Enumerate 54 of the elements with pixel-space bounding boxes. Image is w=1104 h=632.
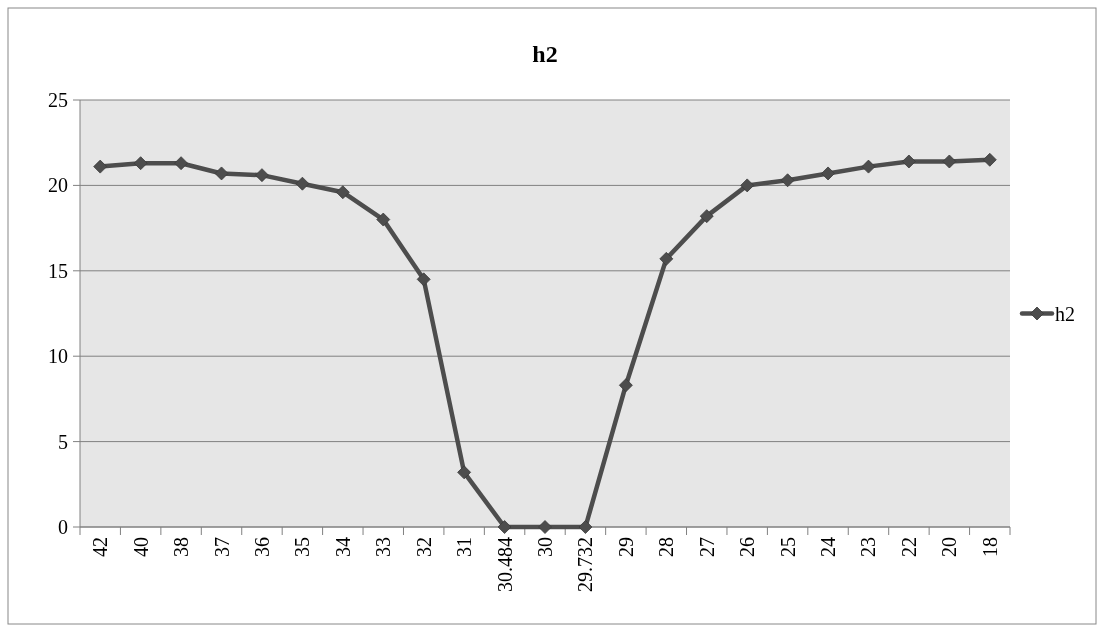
y-tick-label: 15 bbox=[48, 259, 68, 282]
y-tick-label: 10 bbox=[48, 345, 68, 368]
point bbox=[497, 520, 512, 534]
x-tick-label: 27 bbox=[695, 537, 718, 557]
x-tick-label: 34 bbox=[331, 537, 354, 557]
point bbox=[780, 173, 795, 188]
legend-label: h2 bbox=[1055, 302, 1075, 325]
y-tick-label: 0 bbox=[58, 516, 68, 538]
point bbox=[255, 168, 269, 183]
chart-title: h2 bbox=[532, 41, 558, 67]
x-tick-label: 25 bbox=[776, 537, 799, 557]
x-tick-label: 26 bbox=[736, 537, 759, 557]
point bbox=[861, 159, 876, 174]
x-tick-label: 31 bbox=[453, 537, 476, 557]
point bbox=[942, 154, 957, 169]
y-tick-label: 25 bbox=[48, 89, 68, 111]
point bbox=[133, 156, 148, 171]
y-tick-label: 5 bbox=[58, 430, 68, 453]
point bbox=[335, 185, 350, 200]
point bbox=[457, 465, 472, 480]
x-tick-label: 37 bbox=[210, 537, 233, 557]
point bbox=[740, 178, 755, 193]
x-tick-label: 40 bbox=[129, 537, 152, 557]
y-tick-label: 20 bbox=[48, 174, 68, 197]
point bbox=[902, 154, 916, 169]
x-tick-label: 29 bbox=[614, 537, 637, 557]
x-tick-label: 28 bbox=[655, 537, 678, 557]
x-tick-label: 20 bbox=[938, 537, 961, 557]
point bbox=[376, 212, 391, 227]
point bbox=[699, 209, 714, 224]
x-tick-label: 18 bbox=[978, 537, 1001, 557]
point bbox=[295, 176, 310, 191]
point bbox=[821, 166, 835, 181]
x-tick-label: 24 bbox=[817, 537, 840, 557]
point bbox=[538, 520, 552, 534]
x-tick-label: 29.732 bbox=[574, 537, 597, 592]
point bbox=[618, 378, 633, 393]
x-tick-label: 42 bbox=[89, 537, 112, 557]
x-tick-label: 23 bbox=[857, 537, 880, 557]
point bbox=[416, 272, 431, 287]
x-tick-label: 33 bbox=[372, 537, 395, 557]
x-tick-label: 30 bbox=[534, 537, 556, 557]
point bbox=[578, 520, 593, 534]
x-tick-label: 35 bbox=[291, 537, 314, 557]
point bbox=[214, 166, 229, 181]
x-tick-label: 32 bbox=[412, 537, 435, 557]
point bbox=[93, 159, 108, 174]
point bbox=[982, 152, 997, 167]
x-tick-label: 22 bbox=[897, 537, 920, 557]
point bbox=[174, 156, 188, 171]
x-tick-label: 36 bbox=[250, 537, 273, 557]
x-tick-label: 30.484 bbox=[493, 537, 516, 592]
x-tick-label: 38 bbox=[170, 537, 193, 557]
point bbox=[659, 251, 674, 266]
